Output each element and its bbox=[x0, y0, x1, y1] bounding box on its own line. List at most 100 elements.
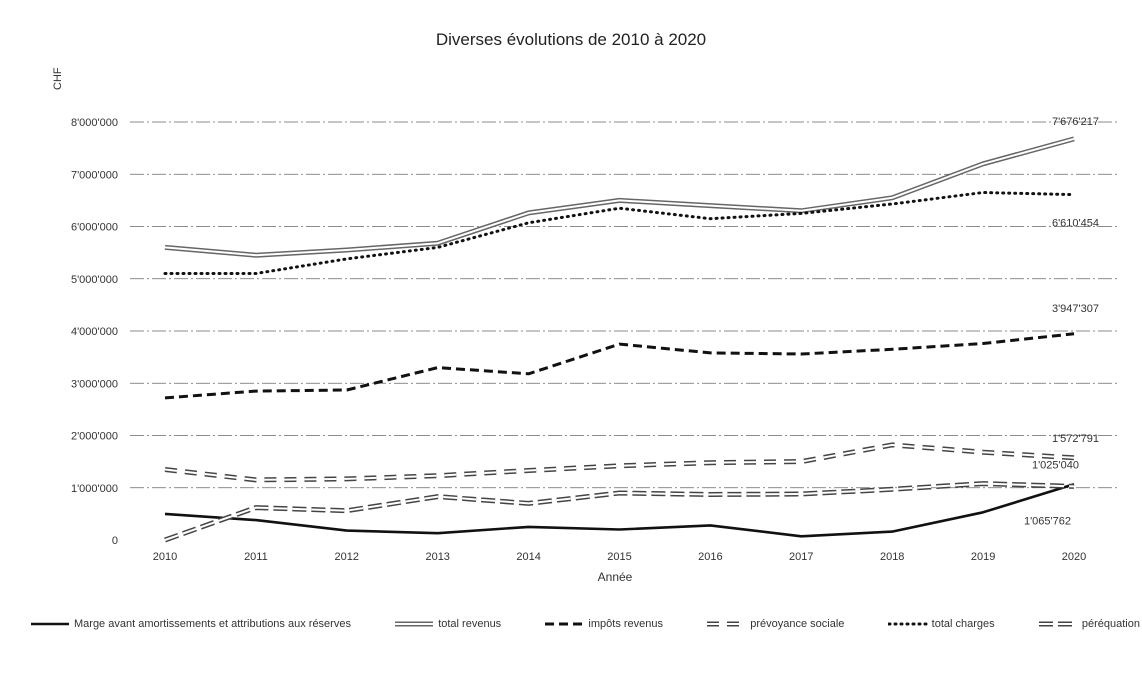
x-tick-label: 2014 bbox=[516, 551, 540, 563]
data-point bbox=[981, 341, 985, 345]
legend: Marge avant amortissements et attributio… bbox=[30, 618, 1140, 630]
data-point bbox=[254, 518, 258, 522]
x-tick-label: 2019 bbox=[971, 551, 995, 563]
x-tick-label: 2020 bbox=[1062, 551, 1086, 563]
data-point bbox=[799, 492, 803, 496]
legend-label: impôts revenus bbox=[588, 618, 664, 630]
x-tick-label: 2011 bbox=[244, 551, 268, 563]
series-line-2 bbox=[164, 332, 1075, 400]
data-point bbox=[436, 365, 440, 369]
data-point bbox=[345, 528, 349, 532]
data-point bbox=[163, 538, 167, 542]
x-tick-label: 2016 bbox=[698, 551, 722, 563]
x-tick-label: 2013 bbox=[425, 551, 449, 563]
data-point bbox=[981, 481, 985, 485]
data-point bbox=[890, 529, 894, 533]
data-point bbox=[1072, 484, 1076, 488]
legend-swatch bbox=[1038, 621, 1077, 627]
legend-label: prévoyance sociale bbox=[750, 618, 845, 630]
data-point bbox=[526, 501, 530, 505]
x-tick-label: 2010 bbox=[153, 551, 177, 563]
data-point bbox=[436, 241, 440, 245]
data-point bbox=[981, 450, 985, 454]
x-tick-label: 2018 bbox=[880, 551, 904, 563]
data-point bbox=[345, 388, 349, 392]
data-point bbox=[1072, 192, 1076, 196]
legend-label: total revenus bbox=[438, 618, 502, 630]
legend-item: total revenus bbox=[394, 618, 501, 630]
y-tick-label: 7'000'000 bbox=[71, 169, 118, 181]
data-point bbox=[799, 352, 803, 356]
data-point bbox=[345, 477, 349, 481]
data-point bbox=[526, 525, 530, 529]
data-point bbox=[345, 257, 349, 261]
legend-swatch bbox=[31, 622, 69, 626]
data-point bbox=[254, 389, 258, 393]
legend-item: total charges bbox=[887, 618, 995, 630]
data-point bbox=[708, 460, 712, 464]
data-point bbox=[254, 253, 258, 257]
data-label: 7'676'217 bbox=[1052, 116, 1099, 128]
data-point bbox=[436, 531, 440, 535]
series-line-0 bbox=[164, 483, 1075, 538]
data-point bbox=[163, 467, 167, 471]
data-point bbox=[799, 211, 803, 215]
data-point bbox=[163, 271, 167, 275]
legend-item: péréquation bbox=[1038, 618, 1140, 630]
data-label: 1'025'040 bbox=[1032, 459, 1079, 471]
y-tick-label: 1'000'000 bbox=[71, 483, 118, 495]
y-tick-label: 6'000'000 bbox=[71, 222, 118, 234]
data-point bbox=[617, 206, 621, 210]
data-point bbox=[163, 512, 167, 516]
data-point bbox=[708, 523, 712, 527]
data-point bbox=[1072, 332, 1076, 336]
x-tick-label: 2012 bbox=[335, 551, 359, 563]
data-point bbox=[890, 202, 894, 206]
data-label: 6'610'454 bbox=[1052, 218, 1099, 230]
data-point bbox=[708, 492, 712, 496]
data-point bbox=[890, 443, 894, 447]
data-point bbox=[890, 487, 894, 491]
data-point bbox=[617, 198, 621, 202]
data-label: 1'065'762 bbox=[1024, 515, 1071, 527]
data-point bbox=[345, 248, 349, 252]
y-tick-label: 0 bbox=[112, 535, 118, 547]
data-point bbox=[890, 347, 894, 351]
data-point bbox=[436, 494, 440, 498]
series-line-1-inner bbox=[164, 137, 1075, 257]
data-point bbox=[436, 245, 440, 249]
series-line-4 bbox=[163, 191, 1076, 275]
y-tick-label: 5'000'000 bbox=[71, 274, 118, 286]
data-point bbox=[526, 468, 530, 472]
legend-label: total charges bbox=[931, 618, 995, 630]
x-axis-label: Année bbox=[597, 570, 633, 584]
series-line-5-inner bbox=[164, 482, 1075, 541]
data-point bbox=[617, 342, 621, 346]
y-tick-label: 2'000'000 bbox=[71, 431, 118, 443]
y-tick-label: 3'000'000 bbox=[71, 378, 118, 390]
x-tick-label: 2017 bbox=[789, 551, 813, 563]
data-label: 1'572'791 bbox=[1052, 433, 1099, 445]
data-point bbox=[163, 245, 167, 249]
legend-swatch bbox=[707, 621, 746, 627]
data-point bbox=[345, 509, 349, 513]
series-line-3-inner bbox=[164, 443, 1075, 481]
legend-label: péréquation bbox=[1081, 618, 1140, 630]
legend-item: impôts revenus bbox=[544, 618, 663, 630]
y-tick-label: 4'000'000 bbox=[71, 326, 118, 338]
data-point bbox=[981, 190, 985, 194]
data-label: 3'947'307 bbox=[1052, 303, 1099, 315]
chart-title: Diverses évolutions de 2010 à 2020 bbox=[435, 30, 707, 49]
legend-item: Marge avant amortissements et attributio… bbox=[30, 618, 351, 630]
data-point bbox=[163, 396, 167, 400]
legend-swatch bbox=[887, 622, 928, 626]
data-point bbox=[708, 216, 712, 220]
data-point bbox=[617, 464, 621, 468]
data-point bbox=[254, 271, 258, 275]
legend-swatch bbox=[545, 622, 584, 626]
data-point bbox=[708, 203, 712, 207]
series-line-3 bbox=[164, 442, 1075, 483]
x-tick-label: 2015 bbox=[607, 551, 631, 563]
